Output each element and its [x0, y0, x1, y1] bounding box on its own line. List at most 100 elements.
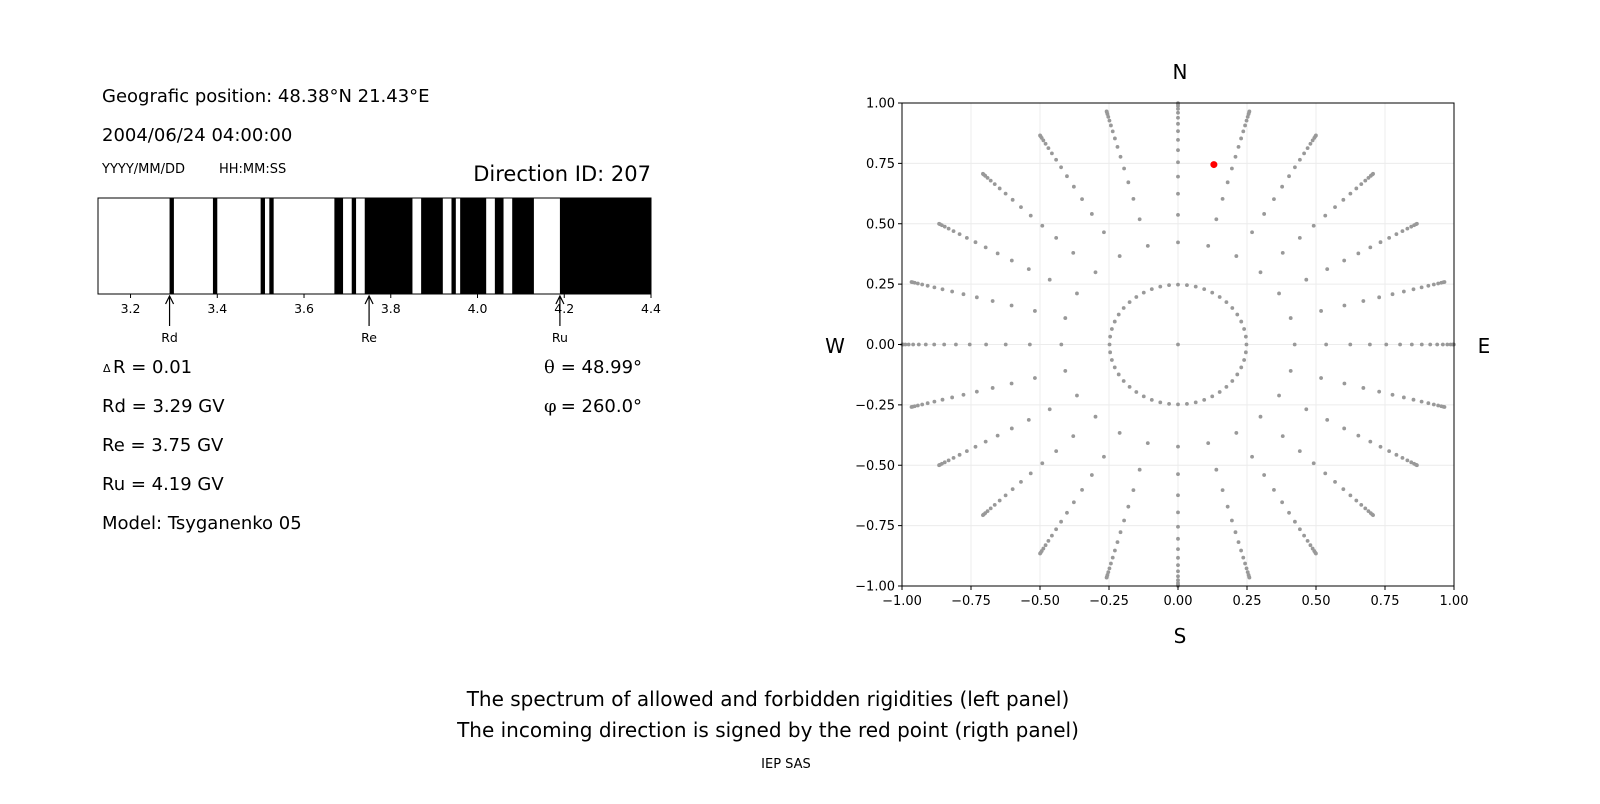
- direction-grid-point: [1075, 393, 1079, 398]
- direction-grid-point: [1121, 379, 1126, 383]
- direction-grid-point: [1118, 530, 1123, 535]
- direction-grid-point: [1419, 342, 1424, 347]
- direction-grid-point: [1019, 205, 1023, 209]
- direction-grid-point: [1419, 285, 1424, 290]
- direction-grid-point: [1308, 141, 1313, 146]
- direction-grid-point: [1359, 182, 1364, 187]
- direction-grid-point: [1075, 291, 1079, 296]
- forbidden-band: [334, 198, 344, 294]
- direction-grid-point: [1158, 284, 1163, 289]
- direction-grid-point: [1319, 309, 1323, 313]
- rd-value: Rd = 3.29 GV: [102, 396, 225, 417]
- direction-grid-point: [915, 281, 920, 286]
- direction-grid-point: [1348, 493, 1353, 498]
- direction-grid-point: [1262, 212, 1267, 216]
- direction-grid-point: [1117, 431, 1122, 435]
- forbidden-band: [494, 198, 504, 294]
- direction-grid-point: [1009, 258, 1014, 263]
- direction-grid-point: [1243, 123, 1247, 128]
- direction-grid-point: [1176, 547, 1180, 552]
- direction-grid-point: [1234, 254, 1239, 258]
- direction-grid-point: [1112, 319, 1117, 324]
- x-tick-label: 4.2: [554, 301, 574, 316]
- direction-grid-point: [1258, 414, 1263, 419]
- forbidden-band: [364, 198, 413, 294]
- direction-grid-point: [1176, 160, 1180, 165]
- direction-grid-point: [1071, 184, 1076, 189]
- direction-grid-point: [1387, 235, 1392, 240]
- direction-grid-point: [1102, 454, 1106, 459]
- direction-grid-point: [992, 182, 997, 187]
- x-tick-label: 0.75: [1371, 594, 1400, 609]
- direction-grid-point: [937, 463, 941, 468]
- direction-grid-point: [1411, 397, 1416, 402]
- direction-grid-point: [1394, 452, 1399, 457]
- direction-grid-point: [1348, 191, 1353, 196]
- direction-grid-point: [1234, 431, 1239, 435]
- direction-grid-point: [1107, 566, 1112, 571]
- direction-grid-point: [1288, 369, 1293, 373]
- direction-grid-point: [1314, 551, 1318, 556]
- x-tick-label: 0.25: [1233, 594, 1262, 609]
- direction-grid-point: [1071, 500, 1076, 505]
- direction-grid-point: [1093, 270, 1098, 275]
- direction-grid-point: [1113, 548, 1117, 553]
- direction-grid-point: [1308, 543, 1313, 548]
- direction-grid-point: [1277, 393, 1281, 398]
- date-format: YYYY/MM/DD: [101, 162, 185, 177]
- direction-grid-point: [1230, 379, 1235, 383]
- direction-grid-point: [1244, 118, 1249, 123]
- direction-grid-point: [932, 342, 937, 347]
- direction-grid-point: [1046, 539, 1051, 543]
- direction-grid-point: [932, 285, 937, 290]
- direction-grid-point: [1292, 342, 1297, 347]
- x-tick-label: 3.8: [381, 301, 401, 316]
- direction-grid-point: [1149, 397, 1154, 402]
- direction-grid-point: [1368, 245, 1373, 250]
- marker-label: Rd: [161, 330, 178, 345]
- direction-grid-point: [1217, 295, 1222, 299]
- direction-grid-point: [974, 295, 979, 300]
- direction-grid-point: [1176, 282, 1180, 287]
- x-tick-label: 1.00: [1440, 594, 1469, 609]
- direction-grid-point: [1302, 151, 1306, 156]
- direction-grid-point: [984, 342, 989, 347]
- direction-grid-point: [961, 292, 966, 297]
- direction-grid-point: [1225, 504, 1230, 509]
- rigidity-spectrum-chart: 3.2 3.4 3.6 3.8 4.0 4.2 4.4 Rd Re Ru: [97, 197, 661, 345]
- direction-grid-point: [1019, 480, 1023, 484]
- direction-grid-point: [1112, 365, 1117, 370]
- direction-grid-point: [1046, 146, 1051, 150]
- direction-grid-point: [1233, 154, 1238, 159]
- direction-grid-point: [1158, 400, 1163, 405]
- y-tick-label: 1.00: [866, 97, 895, 112]
- forbidden-band: [460, 198, 487, 294]
- compass-east: E: [1478, 334, 1491, 358]
- direction-grid-point: [906, 342, 911, 347]
- arrow-head-icon: [364, 294, 374, 305]
- direction-grid-point: [1176, 563, 1180, 568]
- direction-grid-point: [1202, 397, 1207, 402]
- direction-grid-point: [1244, 342, 1249, 347]
- direction-grid-point: [1354, 186, 1359, 191]
- direction-grid-point: [1247, 575, 1252, 580]
- direction-grid-point: [1185, 283, 1189, 288]
- direction-grid-point: [911, 342, 916, 347]
- direction-grid-point: [1342, 303, 1347, 308]
- direction-grid-point: [1243, 334, 1248, 339]
- direction-grid-point: [909, 280, 914, 284]
- direction-grid-point: [1109, 327, 1114, 331]
- direction-grid-point: [1445, 342, 1450, 347]
- direction-grid-point: [1241, 555, 1246, 560]
- direction-grid-point: [1426, 401, 1431, 406]
- direction-grid-point: [1214, 217, 1219, 222]
- direction-grid-point: [1302, 533, 1306, 538]
- direction-grid-point: [1176, 115, 1180, 120]
- direction-grid-point: [1054, 449, 1059, 453]
- direction-grid-point: [981, 171, 985, 176]
- y-tick-label: −0.75: [855, 519, 895, 534]
- direction-grid-point: [1272, 197, 1276, 201]
- direction-grid-point: [1137, 217, 1142, 222]
- direction-grid-point: [1442, 280, 1447, 284]
- direction-grid-point: [973, 444, 978, 449]
